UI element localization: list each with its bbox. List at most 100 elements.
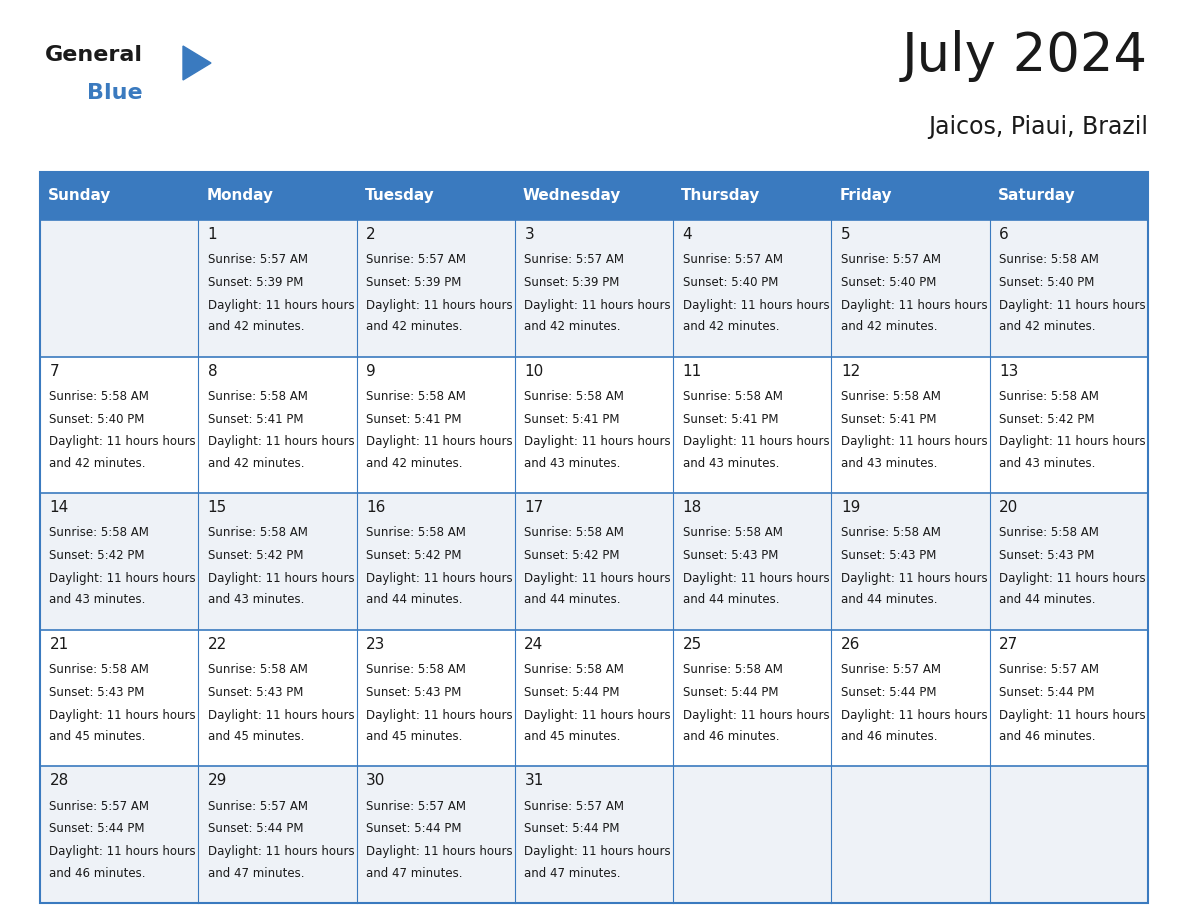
Text: 14: 14 (50, 500, 69, 515)
Text: Sunday: Sunday (48, 188, 112, 204)
Text: Sunset: 5:41 PM: Sunset: 5:41 PM (366, 412, 462, 426)
Text: Sunset: 5:43 PM: Sunset: 5:43 PM (683, 549, 778, 562)
Bar (514, 493, 674, 630)
Text: Daylight: 11 hours hours: Daylight: 11 hours hours (208, 572, 354, 585)
Text: Daylight: 11 hours hours: Daylight: 11 hours hours (841, 572, 987, 585)
Text: Sunset: 5:40 PM: Sunset: 5:40 PM (841, 276, 936, 289)
Text: Sunset: 5:41 PM: Sunset: 5:41 PM (208, 412, 303, 426)
Text: Sunset: 5:39 PM: Sunset: 5:39 PM (524, 276, 620, 289)
Text: and 42 minutes.: and 42 minutes. (366, 457, 462, 470)
Bar (356, 356, 514, 493)
Text: Sunset: 5:44 PM: Sunset: 5:44 PM (50, 823, 145, 835)
Bar (514, 220, 674, 356)
Bar (40, 172, 198, 220)
Text: 13: 13 (999, 364, 1018, 378)
Bar (514, 172, 674, 220)
Text: Sunrise: 5:57 AM: Sunrise: 5:57 AM (841, 253, 941, 266)
Bar (674, 493, 832, 630)
Text: Sunset: 5:42 PM: Sunset: 5:42 PM (366, 549, 462, 562)
Text: Daylight: 11 hours hours: Daylight: 11 hours hours (50, 709, 196, 722)
Text: and 43 minutes.: and 43 minutes. (50, 593, 146, 607)
Text: and 46 minutes.: and 46 minutes. (683, 730, 779, 743)
Text: Daylight: 11 hours hours: Daylight: 11 hours hours (366, 298, 513, 312)
Text: Thursday: Thursday (681, 188, 760, 204)
Text: Sunrise: 5:58 AM: Sunrise: 5:58 AM (841, 390, 941, 403)
Text: and 42 minutes.: and 42 minutes. (683, 320, 779, 333)
Text: Daylight: 11 hours hours: Daylight: 11 hours hours (366, 709, 513, 722)
Text: Daylight: 11 hours hours: Daylight: 11 hours hours (208, 435, 354, 448)
Text: Daylight: 11 hours hours: Daylight: 11 hours hours (999, 435, 1146, 448)
Text: and 46 minutes.: and 46 minutes. (841, 730, 937, 743)
Text: Sunrise: 5:57 AM: Sunrise: 5:57 AM (366, 253, 466, 266)
Text: Saturday: Saturday (998, 188, 1075, 204)
Text: Daylight: 11 hours hours: Daylight: 11 hours hours (208, 845, 354, 858)
Text: 28: 28 (50, 773, 69, 789)
Text: Daylight: 11 hours hours: Daylight: 11 hours hours (50, 572, 196, 585)
Text: Sunrise: 5:57 AM: Sunrise: 5:57 AM (524, 800, 625, 812)
Text: Sunrise: 5:58 AM: Sunrise: 5:58 AM (524, 527, 624, 540)
Bar (674, 630, 832, 767)
Text: Sunrise: 5:58 AM: Sunrise: 5:58 AM (208, 527, 308, 540)
Bar (198, 356, 356, 493)
Text: 12: 12 (841, 364, 860, 378)
Text: Sunrise: 5:58 AM: Sunrise: 5:58 AM (208, 390, 308, 403)
Text: 27: 27 (999, 637, 1018, 652)
Text: Sunrise: 5:58 AM: Sunrise: 5:58 AM (683, 390, 783, 403)
Text: Sunset: 5:43 PM: Sunset: 5:43 PM (208, 686, 303, 699)
Text: 4: 4 (683, 227, 693, 242)
Text: 29: 29 (208, 773, 227, 789)
Bar (832, 493, 990, 630)
Text: Daylight: 11 hours hours: Daylight: 11 hours hours (683, 572, 829, 585)
Bar (832, 767, 990, 903)
Bar (990, 220, 1148, 356)
Text: and 42 minutes.: and 42 minutes. (366, 320, 462, 333)
Text: Sunrise: 5:58 AM: Sunrise: 5:58 AM (50, 663, 150, 676)
Text: Sunrise: 5:58 AM: Sunrise: 5:58 AM (683, 527, 783, 540)
Text: Daylight: 11 hours hours: Daylight: 11 hours hours (366, 845, 513, 858)
Bar (198, 172, 356, 220)
Text: Daylight: 11 hours hours: Daylight: 11 hours hours (208, 709, 354, 722)
Bar (40, 172, 1148, 903)
Text: 16: 16 (366, 500, 385, 515)
Text: Sunset: 5:40 PM: Sunset: 5:40 PM (50, 412, 145, 426)
Text: 1: 1 (208, 227, 217, 242)
Bar (832, 356, 990, 493)
Text: Daylight: 11 hours hours: Daylight: 11 hours hours (50, 845, 196, 858)
Bar (832, 172, 990, 220)
Bar (990, 630, 1148, 767)
Text: Daylight: 11 hours hours: Daylight: 11 hours hours (50, 435, 196, 448)
Text: 19: 19 (841, 500, 860, 515)
Text: Sunset: 5:43 PM: Sunset: 5:43 PM (999, 549, 1094, 562)
Text: Daylight: 11 hours hours: Daylight: 11 hours hours (366, 435, 513, 448)
Text: 18: 18 (683, 500, 702, 515)
Text: and 42 minutes.: and 42 minutes. (841, 320, 937, 333)
Bar (990, 767, 1148, 903)
Text: 30: 30 (366, 773, 385, 789)
Text: Daylight: 11 hours hours: Daylight: 11 hours hours (683, 435, 829, 448)
Bar (356, 767, 514, 903)
Text: Sunset: 5:43 PM: Sunset: 5:43 PM (366, 686, 461, 699)
Text: 5: 5 (841, 227, 851, 242)
Text: Daylight: 11 hours hours: Daylight: 11 hours hours (524, 572, 671, 585)
Polygon shape (183, 46, 211, 80)
Text: and 47 minutes.: and 47 minutes. (366, 867, 462, 879)
Text: and 44 minutes.: and 44 minutes. (841, 593, 937, 607)
Text: and 43 minutes.: and 43 minutes. (208, 593, 304, 607)
Text: Tuesday: Tuesday (365, 188, 435, 204)
Bar (198, 767, 356, 903)
Bar (40, 220, 198, 356)
Bar (832, 220, 990, 356)
Text: Blue: Blue (87, 83, 143, 103)
Text: Sunrise: 5:58 AM: Sunrise: 5:58 AM (841, 527, 941, 540)
Text: Sunset: 5:44 PM: Sunset: 5:44 PM (208, 823, 303, 835)
Text: Sunset: 5:44 PM: Sunset: 5:44 PM (366, 823, 462, 835)
Bar (356, 630, 514, 767)
Text: Sunrise: 5:57 AM: Sunrise: 5:57 AM (208, 253, 308, 266)
Text: and 43 minutes.: and 43 minutes. (999, 457, 1095, 470)
Text: 22: 22 (208, 637, 227, 652)
Text: 15: 15 (208, 500, 227, 515)
Bar (514, 356, 674, 493)
Text: Sunset: 5:39 PM: Sunset: 5:39 PM (366, 276, 461, 289)
Text: Daylight: 11 hours hours: Daylight: 11 hours hours (683, 298, 829, 312)
Text: Sunrise: 5:58 AM: Sunrise: 5:58 AM (999, 253, 1099, 266)
